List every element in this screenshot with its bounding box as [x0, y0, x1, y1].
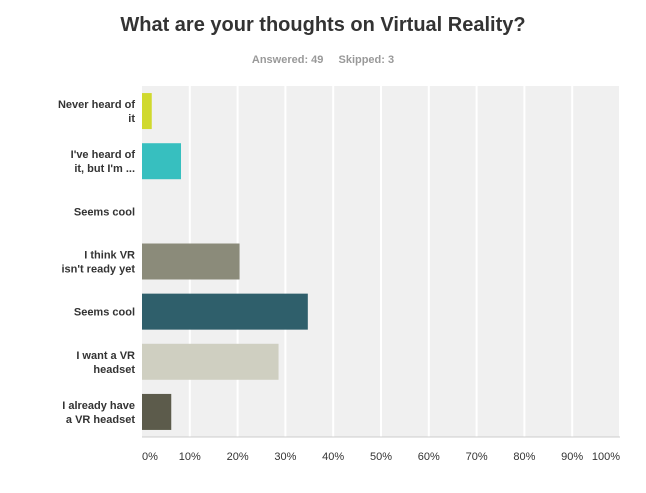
category-label: Never heard of [58, 99, 135, 111]
bar [142, 393, 172, 430]
bar [142, 93, 152, 130]
category-label: I think VR [84, 250, 135, 262]
category-label: Seems cool [74, 206, 135, 218]
category-label: I already have [62, 400, 135, 412]
bar [142, 343, 279, 380]
tick-label: 90% [561, 451, 583, 463]
bar [142, 143, 182, 180]
tick-label: 40% [322, 451, 344, 463]
skipped-count: Skipped: 3 [338, 54, 395, 66]
category-label: it, but I'm ... [74, 163, 135, 175]
answered-count: Answered: 49 [251, 54, 324, 66]
tick-label: 10% [179, 451, 201, 463]
category-label: it [128, 113, 135, 125]
response-stats: Answered: 49 Skipped: 3 [0, 54, 646, 66]
bar [142, 293, 308, 330]
category-label: a VR headset [66, 414, 135, 426]
category-label: I've heard of [71, 149, 136, 161]
tick-label: 20% [227, 451, 249, 463]
tick-label: 50% [370, 451, 392, 463]
tick-label: 70% [466, 451, 488, 463]
tick-label: 100% [592, 451, 620, 463]
category-label: I want a VR [76, 350, 135, 362]
category-label: Seems cool [74, 307, 135, 319]
tick-label: 80% [513, 451, 535, 463]
tick-label: 0% [142, 451, 158, 463]
tick-label: 30% [274, 451, 296, 463]
chart-title: What are your thoughts on Virtual Realit… [120, 14, 526, 36]
bar [142, 243, 240, 280]
tick-label: 60% [418, 451, 440, 463]
category-label: isn't ready yet [61, 264, 135, 276]
category-label: headset [93, 364, 135, 376]
